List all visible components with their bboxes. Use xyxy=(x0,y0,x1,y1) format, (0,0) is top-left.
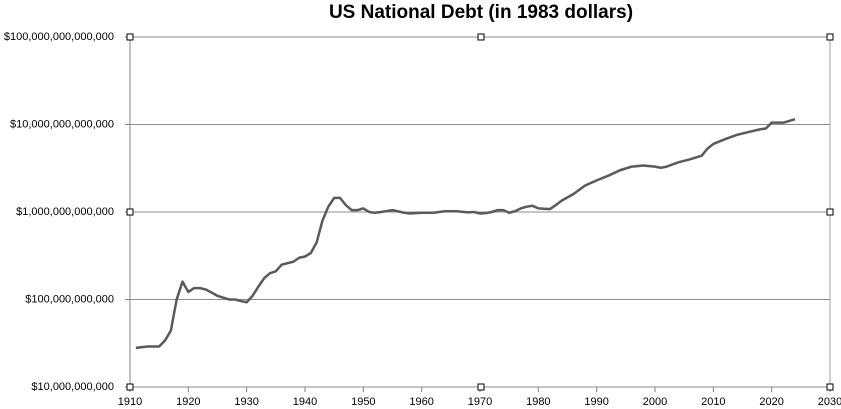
x-tick-label: 1960 xyxy=(409,396,433,408)
x-tick-label: 1930 xyxy=(234,396,258,408)
y-tick-label: $10,000,000,000,000 xyxy=(10,118,114,130)
x-tick-label: 2030 xyxy=(818,396,841,408)
x-tick-label: 2000 xyxy=(643,396,667,408)
x-tick-label: 1970 xyxy=(468,396,492,408)
y-tick-label: $10,000,000,000 xyxy=(31,381,114,393)
x-tick-label: 2010 xyxy=(701,396,725,408)
handle xyxy=(477,383,485,391)
x-tick-label: 1910 xyxy=(118,396,142,408)
y-tick-label: $1,000,000,000,000 xyxy=(16,206,114,218)
handle xyxy=(826,208,834,216)
x-tick-label: 1950 xyxy=(351,396,375,408)
x-tick-label: 1980 xyxy=(526,396,550,408)
chart-title: US National Debt (in 1983 dollars) xyxy=(329,2,633,23)
handle xyxy=(126,208,134,216)
x-tick-label: 1920 xyxy=(176,396,200,408)
x-tick-label: 1940 xyxy=(293,396,317,408)
handle xyxy=(126,33,134,41)
handle xyxy=(477,33,485,41)
selection-handles xyxy=(126,33,834,391)
y-tick-label: $100,000,000,000,000 xyxy=(4,31,114,43)
line-series xyxy=(135,117,796,350)
x-tick-label: 1990 xyxy=(584,396,608,408)
handle xyxy=(126,383,134,391)
x-tick-label: 2020 xyxy=(759,396,783,408)
y-tick-label: $100,000,000,000 xyxy=(25,293,114,305)
handle xyxy=(826,33,834,41)
handle xyxy=(826,383,834,391)
